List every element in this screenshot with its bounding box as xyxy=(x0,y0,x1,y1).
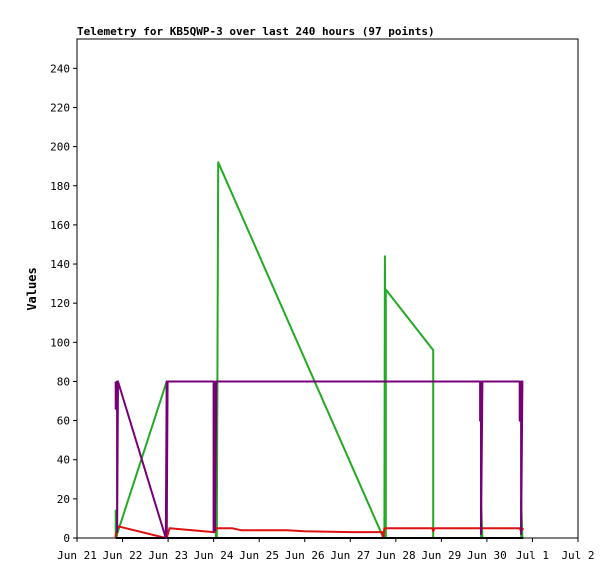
y-tick-label: 40 xyxy=(57,454,70,467)
x-axis-ticks: Jun 21 Jun 22 Jun 23 Jun 24 Jun 25 Jun 26 Jun … xyxy=(57,538,595,562)
series-layer xyxy=(114,161,525,539)
series-line-2 xyxy=(114,525,525,539)
series-line-1 xyxy=(114,161,524,539)
y-tick-label: 20 xyxy=(57,493,70,506)
y-tick-label: 100 xyxy=(50,336,70,349)
plot-area xyxy=(76,38,579,539)
x-tick-label: Jun 27 xyxy=(330,549,370,562)
chart-title: Telemetry for KB5QWP-3 over last 240 hou… xyxy=(77,25,435,38)
x-tick-label: Jun 29 xyxy=(421,549,461,562)
y-tick-label: 200 xyxy=(50,141,70,154)
x-tick-label: Jun 24 xyxy=(194,549,234,562)
x-tick-label: Jun 21 xyxy=(57,549,97,562)
y-axis-ticks: 0 20 40 60 80 100 120 140 160 180 200 220 240 xyxy=(50,62,77,545)
x-tick-label: Jul 1 xyxy=(516,549,549,562)
y-tick-label: 0 xyxy=(63,532,70,545)
y-tick-label: 240 xyxy=(50,62,70,75)
x-tick-label: Jun 30 xyxy=(467,549,507,562)
y-tick-label: 220 xyxy=(50,101,70,114)
y-tick-label: 160 xyxy=(50,219,70,232)
y-tick-label: 60 xyxy=(57,415,70,428)
x-tick-label: Jul 2 xyxy=(561,549,594,562)
y-tick-label: 140 xyxy=(50,258,70,271)
y-tick-label: 180 xyxy=(50,180,70,193)
series-line-4 xyxy=(114,380,524,539)
y-tick-label: 120 xyxy=(50,297,70,310)
x-tick-label: Jun 26 xyxy=(285,549,325,562)
x-tick-label: Jun 23 xyxy=(148,549,188,562)
y-axis-label: Values xyxy=(25,267,39,310)
x-tick-label: Jun 22 xyxy=(103,549,143,562)
x-tick-label: Jun 28 xyxy=(376,549,416,562)
x-tick-label: Jun 25 xyxy=(239,549,279,562)
y-tick-label: 80 xyxy=(57,375,70,388)
